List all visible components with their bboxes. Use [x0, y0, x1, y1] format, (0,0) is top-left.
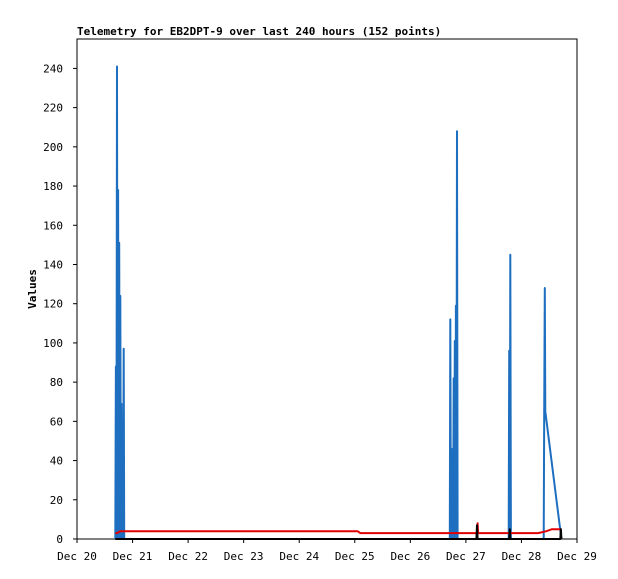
x-tick-label: Dec 27	[446, 550, 486, 563]
x-tick-label: Dec 24	[279, 550, 319, 563]
series-group	[114, 65, 563, 540]
x-tick-label: Dec 22	[168, 550, 208, 563]
y-axis: 0 20 40 60 80 100 120 140 160 180 200 220 240	[43, 62, 77, 546]
y-tick-label: 120	[43, 298, 63, 311]
x-tick-label: Dec 26	[390, 550, 430, 563]
x-tick-label: Dec 28	[502, 550, 542, 563]
chart-title: Telemetry for EB2DPT-9 over last 240 hou…	[77, 25, 441, 38]
x-tick-label: Dec 21	[113, 550, 153, 563]
y-tick-label: 180	[43, 180, 63, 193]
y-tick-label: 40	[50, 455, 63, 468]
series-line-3	[115, 524, 563, 540]
series-line-1	[114, 65, 563, 540]
y-tick-label: 200	[43, 141, 63, 154]
y-tick-label: 160	[43, 219, 63, 232]
y-axis-label: Values	[26, 269, 39, 309]
series-line-2	[115, 522, 562, 535]
y-tick-label: 220	[43, 102, 63, 115]
y-tick-label: 100	[43, 337, 63, 350]
y-tick-label: 20	[50, 494, 63, 507]
y-tick-label: 0	[56, 533, 63, 546]
x-tick-label: Dec 25	[335, 550, 375, 563]
x-axis: Dec 20 Dec 21 Dec 22 Dec 23 Dec 24 Dec 25 Dec …	[57, 539, 597, 563]
y-tick-label: 80	[50, 376, 63, 389]
x-tick-label: Dec 29	[557, 550, 597, 563]
y-tick-label: 60	[50, 415, 63, 428]
plot-frame	[76, 38, 578, 540]
x-tick-label: Dec 23	[224, 550, 264, 563]
x-tick-label: Dec 20	[57, 550, 97, 563]
y-tick-label: 240	[43, 62, 63, 75]
y-tick-label: 140	[43, 258, 63, 271]
